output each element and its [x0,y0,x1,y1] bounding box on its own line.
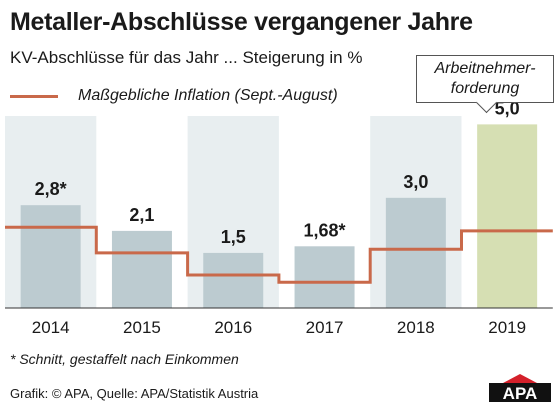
chart-title: Metaller-Abschlüsse vergangener Jahre [10,8,473,36]
legend: Maßgebliche Inflation (Sept.-August) [10,86,338,106]
x-tick-label: 2014 [32,318,70,337]
apa-logo: APA [489,374,551,402]
bar [20,205,81,308]
x-tick-label: 2019 [488,318,526,337]
apa-logo-text: APA [503,384,538,402]
bar [111,230,172,308]
callout-line-2: forderung [450,80,520,97]
callout-line-1: Arbeitnehmer- [434,60,536,77]
bar-value-label: 3,0 [403,172,428,192]
bar [385,197,446,308]
x-tick-label: 2015 [123,318,161,337]
x-tick-label: 2018 [397,318,435,337]
bar-value-label: 2,1 [129,205,154,225]
footnote: * Schnitt, gestaffelt nach Einkommen [10,351,239,367]
chart-area: 2,8* 2014 2,1 2015 1,5 2016 1,68* 2017 3,0 2018 5,… [5,98,553,337]
bar-value-label: 1,5 [221,227,246,247]
callout-box: Arbeitnehmer- forderung [416,55,554,103]
legend-line-swatch [10,94,58,98]
bar-value-label: 5,0 [495,98,520,118]
inflation-line [5,225,553,284]
source-credit: Grafik: © APA, Quelle: APA/Statistik Aus… [10,386,259,401]
bar [203,252,264,308]
bar [477,124,538,309]
bar [294,246,355,308]
chart-subtitle: KV-Abschlüsse für das Jahr ... Steigerun… [10,48,363,67]
x-tick-label: 2016 [214,318,252,337]
x-tick-label: 2017 [306,318,344,337]
bar-value-label: 1,68* [304,220,346,240]
bar-value-label: 2,8* [35,179,67,199]
legend-line-label: Maßgebliche Inflation (Sept.-August) [78,87,338,104]
